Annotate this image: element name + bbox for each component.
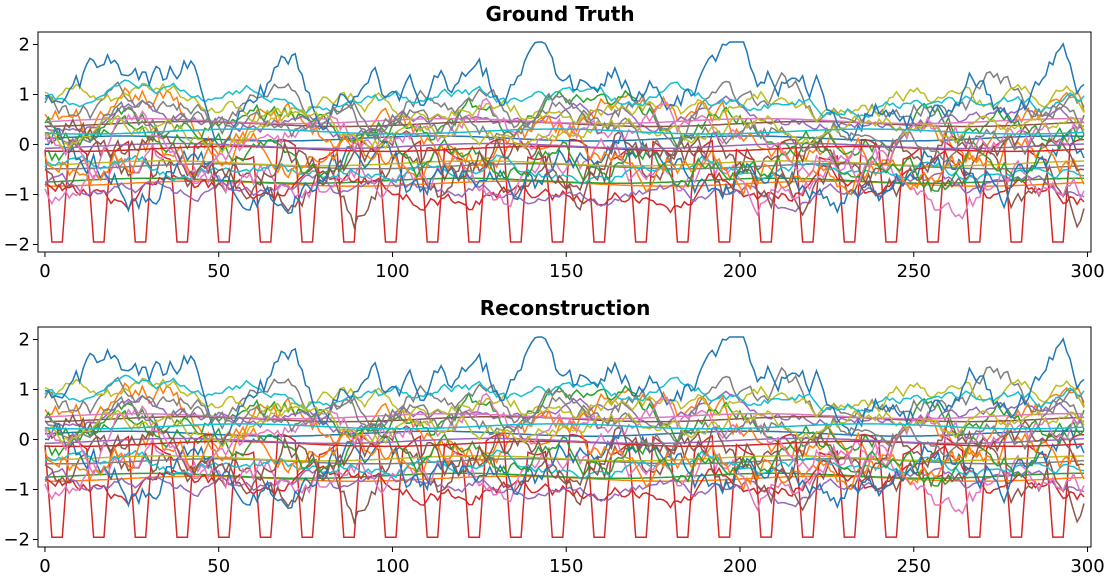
y-tick-label: −2 [3, 235, 30, 256]
chart-title-ground-truth: Ground Truth [485, 2, 634, 26]
series-line-7 [44, 71, 1085, 149]
series-line-8 [44, 377, 1085, 420]
series-line-0 [44, 430, 1084, 437]
x-tick-label: 250 [897, 261, 931, 282]
series-line-10 [44, 336, 1085, 447]
reconstruction-plot-area: 0 50 100 150 200 250 300 2 1 0 −1 −2 [3, 326, 1105, 577]
series-line-15 [44, 431, 1085, 525]
series-line-27 [44, 92, 1085, 163]
ground-truth-plot-area: 0 50 100 150 200 250 300 2 1 0 −1 −2 [3, 31, 1105, 282]
series-line-24 [44, 142, 1085, 150]
series-line-24 [45, 437, 1085, 445]
y-tick-label: 2 [19, 330, 30, 351]
series-line-7 [44, 366, 1085, 444]
chart-title-reconstruction: Reconstruction [480, 296, 651, 320]
x-tick-label: 0 [39, 556, 50, 577]
series-group [44, 41, 1085, 243]
y-tick-label: 1 [19, 85, 30, 106]
reconstruction-panel: Reconstruction 0 50 100 150 200 250 300 2 1 0 −1 −2 [3, 296, 1104, 577]
y-tick-label: 1 [19, 380, 30, 401]
y-tick-label: −1 [3, 185, 30, 206]
series-line-15 [44, 136, 1085, 230]
series-line-20 [44, 422, 1085, 510]
x-tick-label: 300 [1070, 556, 1104, 577]
x-tick-label: 0 [39, 261, 50, 282]
y-tick-label: 0 [19, 430, 30, 451]
x-tick-label: 50 [207, 556, 230, 577]
ground-truth-panel: Ground Truth 0 50 100 150 200 250 300 2 1 0 −1 −2 [3, 2, 1104, 282]
y-tick-label: 0 [19, 135, 30, 156]
series-line-26 [44, 392, 1085, 482]
series-line-27 [44, 387, 1085, 458]
series-group [44, 336, 1085, 538]
series-line-3 [44, 433, 1084, 538]
x-tick-label: 250 [897, 556, 931, 577]
series-line-0 [44, 135, 1085, 142]
x-tick-label: 300 [1070, 261, 1104, 282]
series-line-20 [44, 127, 1085, 215]
series-line-28 [44, 403, 1085, 449]
series-line-29 [44, 423, 1085, 430]
y-tick-label: −1 [3, 480, 30, 501]
x-tick-label: 150 [549, 556, 583, 577]
y-tick-label: 2 [19, 35, 30, 56]
series-line-26 [44, 97, 1085, 187]
series-line-9 [44, 374, 1085, 414]
x-tick-label: 50 [207, 261, 230, 282]
x-tick-label: 200 [723, 556, 757, 577]
series-line-29 [44, 128, 1085, 135]
series-line-10 [44, 41, 1085, 152]
series-line-28 [44, 108, 1085, 154]
x-tick-label: 200 [723, 261, 757, 282]
axes-frame [37, 31, 1092, 253]
series-line-25 [45, 413, 1085, 505]
series-line-22 [44, 409, 1085, 487]
series-line-22 [44, 114, 1085, 192]
series-line-9 [44, 79, 1085, 118]
series-line-8 [44, 82, 1085, 125]
series-line-25 [45, 118, 1085, 210]
y-tick-label: −2 [3, 530, 30, 551]
x-tick-label: 100 [375, 556, 409, 577]
x-tick-label: 100 [375, 261, 409, 282]
x-tick-label: 150 [549, 261, 583, 282]
axes-frame [37, 326, 1092, 548]
